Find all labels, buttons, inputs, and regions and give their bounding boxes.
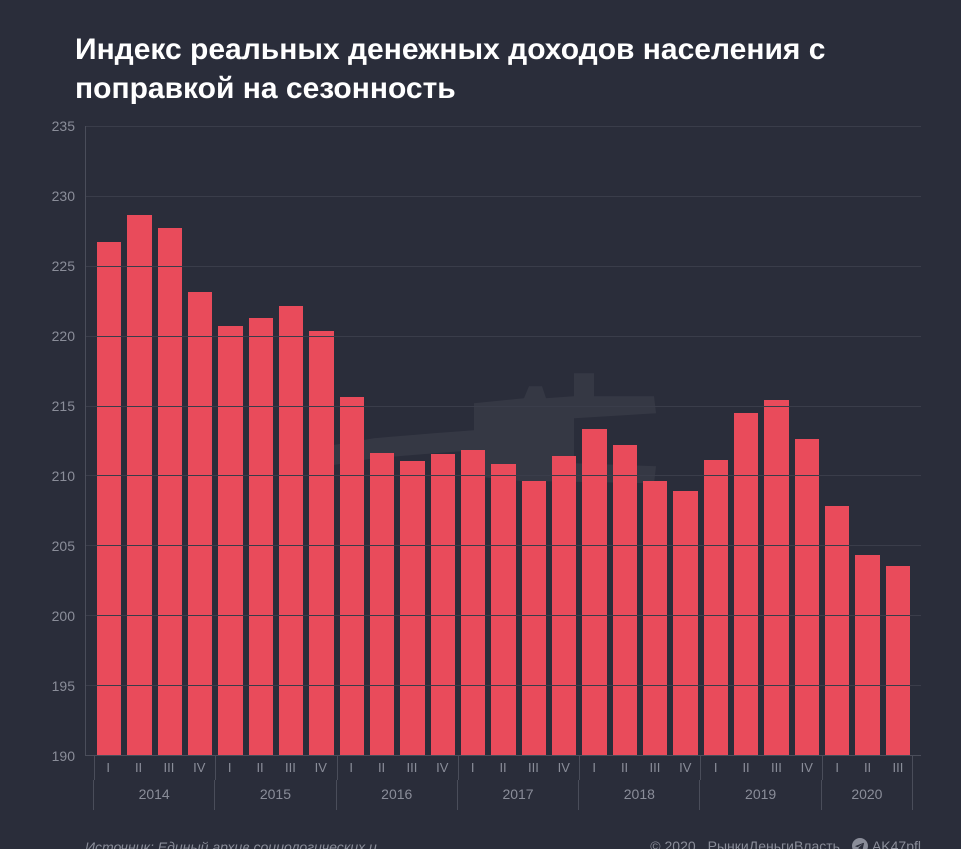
- quarter-label: I: [336, 756, 366, 780]
- bar: [279, 306, 303, 755]
- quarter-label: I: [93, 756, 123, 780]
- bar: [855, 555, 879, 755]
- quarter-label: III: [883, 756, 913, 780]
- bars-container: [86, 126, 921, 755]
- quarter-label: IV: [427, 756, 457, 780]
- bar: [97, 242, 121, 755]
- y-tick-label: 215: [52, 398, 75, 414]
- bar: [825, 506, 849, 755]
- quarter-label: II: [245, 756, 275, 780]
- handle-text: AK47pfl: [872, 838, 921, 849]
- bar: [552, 456, 576, 755]
- bar: [886, 566, 910, 755]
- y-tick-label: 235: [52, 118, 75, 134]
- quarter-label: I: [822, 756, 852, 780]
- x-axis: IIIIIIIVIIIIIIIVIIIIIIIVIIIIIIIVIIIIIIIV…: [85, 756, 921, 826]
- quarter-label: IV: [670, 756, 700, 780]
- y-tick-label: 210: [52, 468, 75, 484]
- quarter-label: II: [731, 756, 761, 780]
- bar: [613, 445, 637, 755]
- year-label: 2017: [458, 780, 579, 810]
- year-label: 2020: [822, 780, 913, 810]
- quarter-label: I: [701, 756, 731, 780]
- gridline: [86, 406, 921, 407]
- bar: [158, 228, 182, 755]
- copyright-text: © 2020: [650, 838, 695, 849]
- quarter-label: II: [609, 756, 639, 780]
- y-axis: 190195200205210215220225230235: [40, 126, 80, 756]
- bar: [491, 464, 515, 755]
- quarter-label: III: [518, 756, 548, 780]
- quarter-label: III: [275, 756, 305, 780]
- year-label: 2015: [215, 780, 336, 810]
- gridline: [86, 685, 921, 686]
- quarter-label: IV: [184, 756, 214, 780]
- year-label: 2018: [579, 780, 700, 810]
- source-text: Источник: Единый архив социологических и…: [85, 838, 377, 849]
- gridline: [86, 475, 921, 476]
- footer: Источник: Единый архив социологических и…: [40, 838, 921, 849]
- bar: [522, 481, 546, 755]
- quarter-label: IV: [549, 756, 579, 780]
- y-tick-label: 230: [52, 188, 75, 204]
- year-label: 2019: [700, 780, 821, 810]
- year-labels-row: 2014201520162017201820192020: [85, 780, 921, 810]
- gridline: [86, 196, 921, 197]
- year-label: 2016: [337, 780, 458, 810]
- bar: [795, 439, 819, 755]
- quarter-label: I: [458, 756, 488, 780]
- bar: [461, 450, 485, 755]
- bar: [431, 454, 455, 755]
- bar: [734, 413, 758, 755]
- telegram-icon: AK47pfl: [852, 838, 921, 849]
- bar: [704, 460, 728, 755]
- quarter-label: I: [579, 756, 609, 780]
- gridline: [86, 545, 921, 546]
- gridline: [86, 615, 921, 616]
- gridline: [86, 126, 921, 127]
- brand-text: РынкиДеньгиВласть: [708, 838, 840, 849]
- bar: [673, 491, 697, 755]
- y-tick-label: 195: [52, 678, 75, 694]
- chart-area: 190195200205210215220225230235: [40, 126, 921, 756]
- source-line1: Источник: Единый архив социологических и: [85, 838, 377, 849]
- quarter-label: II: [852, 756, 882, 780]
- quarter-label: III: [154, 756, 184, 780]
- chart-container: Индекс реальных денежных доходов населен…: [0, 0, 961, 849]
- quarter-label: II: [488, 756, 518, 780]
- quarter-label: III: [761, 756, 791, 780]
- gridline: [86, 336, 921, 337]
- credits: © 2020 РынкиДеньгиВласть AK47pfl: [650, 838, 921, 849]
- bar: [643, 481, 667, 755]
- quarter-label: III: [640, 756, 670, 780]
- chart-title: Индекс реальных денежных доходов населен…: [40, 30, 921, 108]
- bar: [370, 453, 394, 755]
- y-tick-label: 225: [52, 258, 75, 274]
- quarter-label: IV: [792, 756, 822, 780]
- y-tick-label: 205: [52, 538, 75, 554]
- bar: [582, 429, 606, 755]
- bar: [127, 215, 151, 755]
- bar: [309, 331, 333, 755]
- bar: [249, 318, 273, 756]
- bar: [764, 400, 788, 755]
- year-label: 2014: [93, 780, 215, 810]
- bar: [340, 397, 364, 755]
- quarter-labels-row: IIIIIIIVIIIIIIIVIIIIIIIVIIIIIIIVIIIIIIIV…: [85, 756, 921, 780]
- quarter-label: II: [123, 756, 153, 780]
- quarter-label: II: [366, 756, 396, 780]
- quarter-label: I: [215, 756, 245, 780]
- y-tick-label: 200: [52, 608, 75, 624]
- quarter-label: IV: [306, 756, 336, 780]
- bar: [400, 461, 424, 755]
- y-tick-label: 190: [52, 748, 75, 764]
- plot-area: [85, 126, 921, 756]
- bar: [218, 326, 242, 755]
- gridline: [86, 266, 921, 267]
- quarter-label: III: [397, 756, 427, 780]
- y-tick-label: 220: [52, 328, 75, 344]
